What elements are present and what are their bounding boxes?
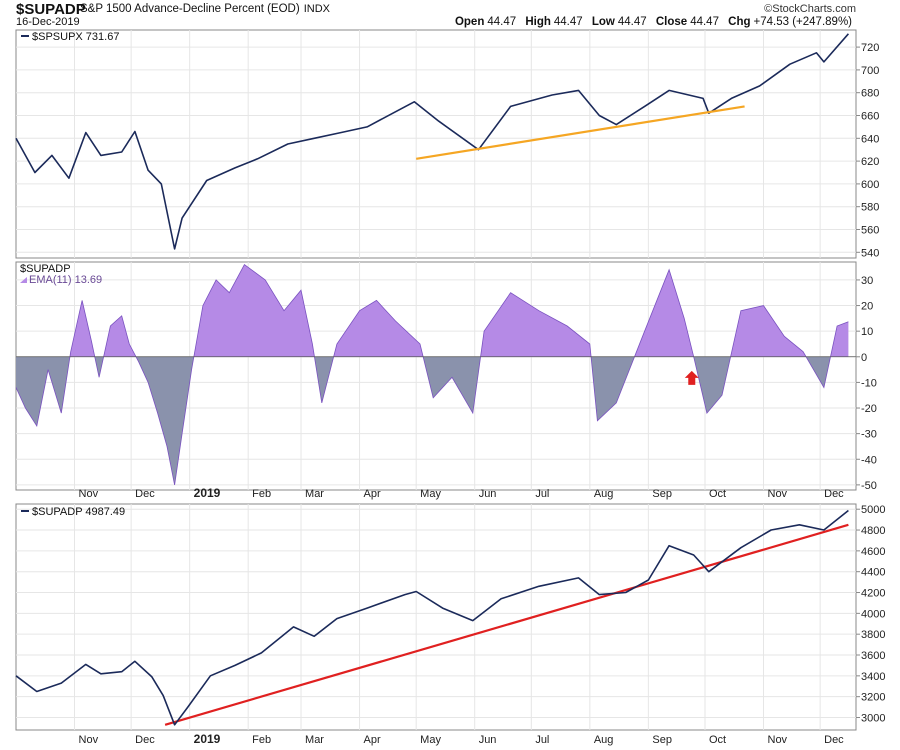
y-tick-label: 660 bbox=[861, 111, 879, 123]
y-tick-label: -10 bbox=[861, 377, 877, 389]
red-up-arrow-icon bbox=[684, 370, 699, 385]
ema-legend-label: EMA(11) 13.69 bbox=[29, 274, 102, 286]
month-label: Mar bbox=[305, 488, 324, 500]
y-tick-label: 4000 bbox=[861, 608, 885, 620]
y-tick-label: 4400 bbox=[861, 567, 885, 579]
y-tick-label: -30 bbox=[861, 429, 877, 441]
month-label: Apr bbox=[364, 734, 381, 746]
month-label: Aug bbox=[594, 734, 614, 746]
y-tick-label: -20 bbox=[861, 403, 877, 415]
high-label: High bbox=[525, 16, 551, 28]
month-label: Feb bbox=[252, 734, 271, 746]
month-label: Apr bbox=[364, 488, 381, 500]
low-label: Low bbox=[591, 16, 615, 28]
y-tick-label: 560 bbox=[861, 225, 879, 237]
month-label: Oct bbox=[709, 734, 726, 746]
month-label: Jun bbox=[479, 488, 497, 500]
chg-value: +74.53 (+247.89%) bbox=[753, 16, 852, 28]
month-label: 2019 bbox=[194, 486, 221, 500]
chart-header: $SUPADP S&P 1500 Advance-Decline Percent… bbox=[0, 0, 900, 30]
cumulative-adline bbox=[15, 509, 849, 726]
open-label: Open bbox=[454, 16, 485, 28]
month-label: Dec bbox=[824, 488, 844, 500]
y-tick-label: 680 bbox=[861, 88, 879, 100]
y-tick-label: 10 bbox=[861, 326, 873, 338]
oscillator-title: $SUPADP bbox=[20, 263, 71, 275]
y-tick-label: 580 bbox=[861, 202, 879, 214]
brand-watermark: ©StockCharts.com bbox=[764, 3, 856, 15]
high-value: 44.47 bbox=[553, 16, 583, 28]
y-tick-label: 540 bbox=[861, 247, 879, 259]
chg-label: Chg bbox=[728, 16, 751, 28]
oscillator-panel-legend: $SUPADP EMA(11) 13.69 bbox=[20, 263, 102, 286]
ema-line bbox=[15, 264, 849, 485]
month-label: Nov bbox=[768, 734, 788, 746]
red-trendline bbox=[164, 523, 849, 726]
ema-negative-area bbox=[16, 356, 849, 485]
y-tick-label: 20 bbox=[861, 301, 873, 313]
y-tick-label: 3800 bbox=[861, 629, 885, 641]
panel-frames bbox=[15, 29, 857, 731]
month-label: Aug bbox=[594, 488, 614, 500]
y-tick-label: 600 bbox=[861, 179, 879, 191]
y-tick-label: 700 bbox=[861, 65, 879, 77]
ohlc-summary: Open 44.47 High 44.47 Low 44.47 Close 44.47 … bbox=[449, 16, 852, 28]
y-tick-label: 3000 bbox=[861, 713, 885, 725]
y-tick-label: 3600 bbox=[861, 650, 885, 662]
cumulative-panel-legend: $SUPADP 4987.49 bbox=[21, 506, 125, 518]
month-label: Nov bbox=[768, 488, 788, 500]
month-label: Jul bbox=[535, 488, 549, 500]
chart-date: 16-Dec-2019 bbox=[16, 16, 80, 28]
month-label: Oct bbox=[709, 488, 726, 500]
price-panel-frame bbox=[15, 29, 857, 259]
ema-positive-area bbox=[69, 264, 849, 357]
data-layer bbox=[15, 33, 856, 726]
y-tick-label: -40 bbox=[861, 454, 877, 466]
month-label: Dec bbox=[824, 734, 844, 746]
close-value: 44.47 bbox=[690, 16, 719, 28]
y-tick-label: 4800 bbox=[861, 525, 885, 537]
symbol-description: S&P 1500 Advance-Decline Percent (EOD) IN… bbox=[80, 3, 330, 15]
cumulative-panel-frame bbox=[15, 503, 857, 731]
month-label: Dec bbox=[135, 734, 155, 746]
month-label: Mar bbox=[305, 734, 324, 746]
month-label: Feb bbox=[252, 488, 271, 500]
month-label: Dec bbox=[135, 488, 155, 500]
month-label: May bbox=[420, 734, 441, 746]
description-text: S&P 1500 Advance-Decline Percent (EOD) bbox=[80, 3, 300, 15]
price-panel-legend: $SPSUPX 731.67 bbox=[21, 31, 119, 43]
price-legend-label: $SPSUPX 731.67 bbox=[32, 31, 119, 43]
open-value: 44.47 bbox=[487, 16, 517, 28]
close-label: Close bbox=[655, 16, 688, 28]
y-tick-label: 30 bbox=[861, 275, 873, 287]
grid-layer bbox=[16, 30, 856, 730]
y-tick-label: 720 bbox=[861, 42, 879, 54]
y-tick-label: 4600 bbox=[861, 546, 885, 558]
month-label: Jun bbox=[479, 734, 497, 746]
y-tick-label: 3400 bbox=[861, 671, 885, 683]
y-tick-label: 0 bbox=[861, 352, 867, 364]
y-tick-label: -50 bbox=[861, 480, 877, 492]
y-tick-label: 620 bbox=[861, 156, 879, 168]
low-value: 44.47 bbox=[617, 16, 647, 28]
y-tick-label: 5000 bbox=[861, 504, 885, 516]
y-tick-label: 640 bbox=[861, 133, 879, 145]
month-label: Nov bbox=[79, 734, 99, 746]
y-tick-label: 3200 bbox=[861, 692, 885, 704]
month-label: Sep bbox=[652, 488, 672, 500]
exchange-label: INDX bbox=[303, 3, 330, 15]
spsupx-price-line bbox=[15, 33, 850, 250]
orange-trendline bbox=[416, 105, 745, 160]
symbol-title: $SUPADP bbox=[16, 1, 86, 18]
y-tick-label: 4200 bbox=[861, 588, 885, 600]
cumulative-legend-label: $SUPADP 4987.49 bbox=[32, 506, 125, 518]
month-label: Sep bbox=[652, 734, 672, 746]
month-label: Jul bbox=[535, 734, 549, 746]
month-label: May bbox=[420, 488, 441, 500]
ema-legend-swatch bbox=[20, 277, 27, 283]
month-label: Nov bbox=[79, 488, 99, 500]
month-label: 2019 bbox=[194, 732, 221, 746]
axis-layer: Nov Nov Dec Dec 2019 2019 Feb Feb Mar Mar Apr Apr Ma… bbox=[79, 42, 886, 746]
